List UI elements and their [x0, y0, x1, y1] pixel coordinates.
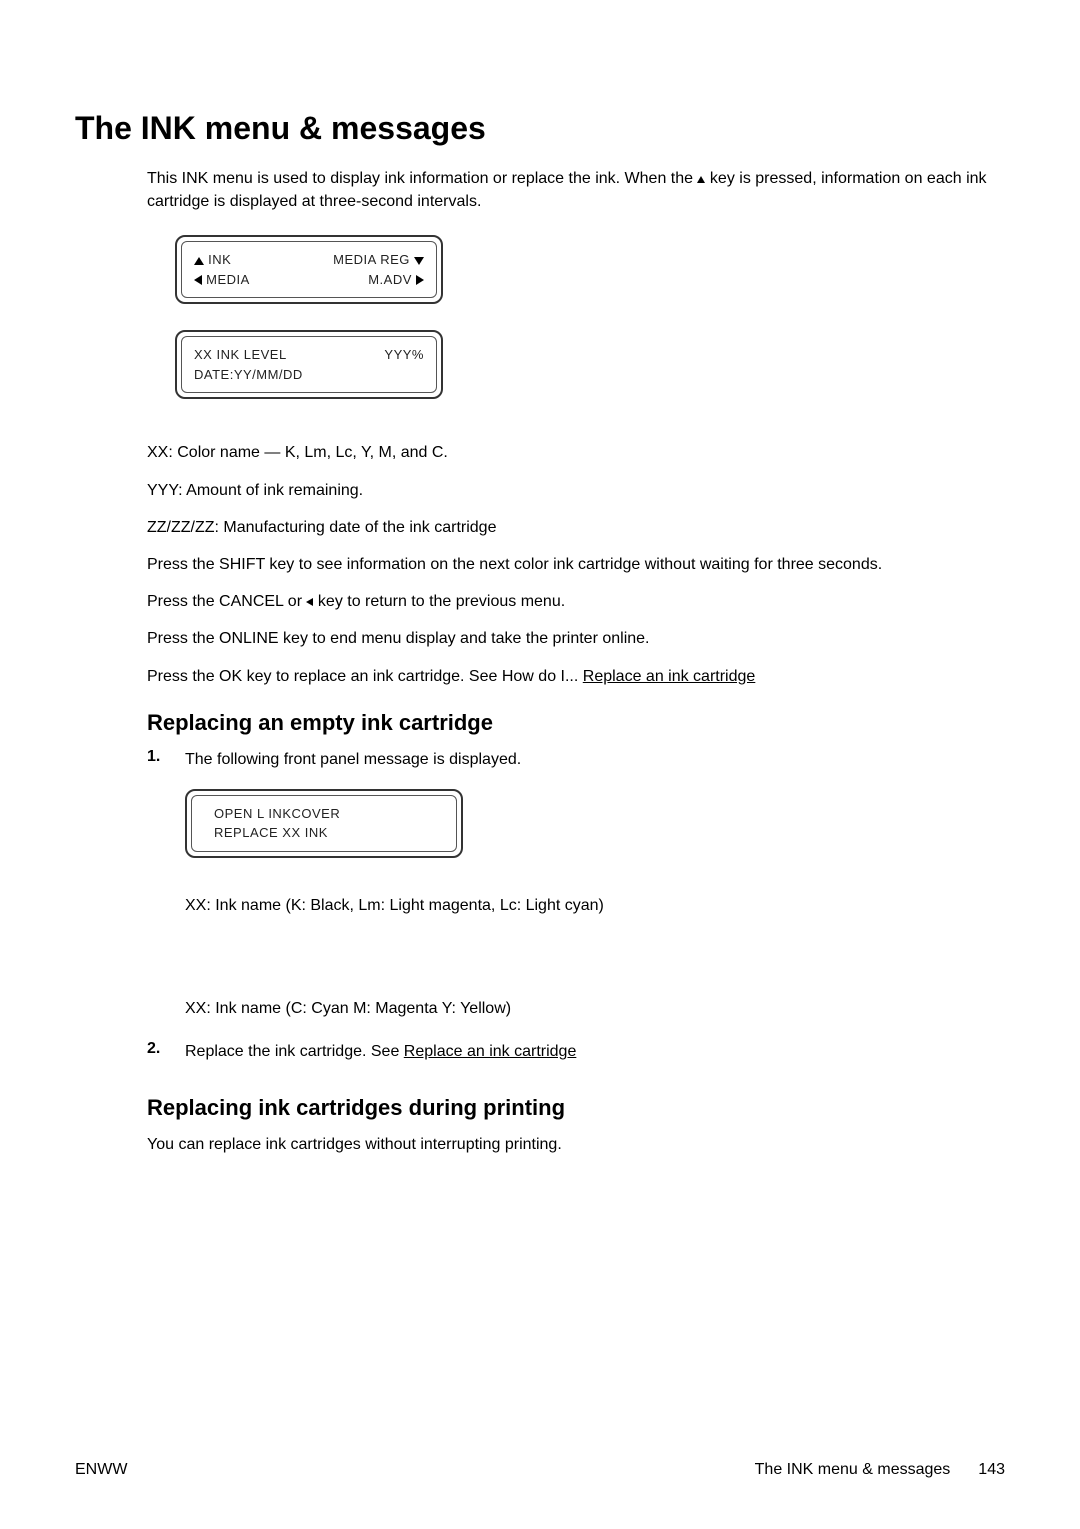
press-cancel: Press the CANCEL or key to return to the… [147, 590, 1005, 613]
intro-text-a: This INK menu is used to display ink inf… [147, 170, 697, 187]
step-number-1: 1. [75, 748, 185, 1031]
lcd2-r1-left: XX INK LEVEL [194, 345, 287, 365]
up-arrow-icon [194, 257, 204, 265]
press-ok: Press the OK key to replace an ink cartr… [147, 665, 1005, 688]
lcd3-r2: REPLACE XX INK [214, 823, 444, 843]
replace-ink-link-2[interactable]: Replace an ink cartridge [404, 1043, 577, 1060]
step1-note2: XX: Ink name (C: Cyan M: Magenta Y: Yell… [185, 997, 1005, 1020]
press-cancel-b: key to return to the previous menu. [313, 593, 565, 610]
intro-paragraph: This INK menu is used to display ink inf… [147, 167, 1005, 213]
footer-page-number: 143 [978, 1461, 1005, 1479]
lcd2-r2-left: DATE:YY/MM/DD [194, 365, 303, 385]
section-during-heading: Replacing ink cartridges during printing [147, 1095, 1005, 1121]
footer-section-title: The INK menu & messages [755, 1461, 951, 1479]
desc-xx: XX: Color name — K, Lm, Lc, Y, M, and C. [147, 441, 1005, 464]
footer-left: ENWW [75, 1461, 127, 1479]
lcd2-r1-right: YYY% [384, 345, 424, 365]
right-arrow-icon [416, 275, 424, 285]
section-empty-heading: Replacing an empty ink cartridge [147, 710, 1005, 736]
lcd-panel-inklevel: XX INK LEVEL YYY% DATE:YY/MM/DD [175, 330, 443, 399]
press-online: Press the ONLINE key to end menu display… [147, 627, 1005, 650]
step-number-2: 2. [75, 1040, 185, 1073]
left-arrow-icon [194, 275, 202, 285]
lcd-panel-menu: INK MEDIA REG MEDIA M.ADV [175, 235, 443, 304]
step2-text: Replace the ink cartridge. See Replace a… [185, 1040, 1005, 1063]
lcd1-r2-right: M.ADV [368, 272, 416, 287]
press-cancel-a: Press the CANCEL or [147, 593, 306, 610]
page-title: The INK menu & messages [75, 110, 1005, 147]
step1-text: The following front panel message is dis… [185, 748, 1005, 771]
lcd-panel-open-cover: OPEN L INKCOVER REPLACE XX INK [185, 789, 463, 858]
lcd3-r1: OPEN L INKCOVER [214, 804, 444, 824]
lcd1-r2-left: MEDIA [202, 272, 250, 287]
press-ok-a: Press the OK key to replace an ink cartr… [147, 668, 583, 685]
desc-zz: ZZ/ZZ/ZZ: Manufacturing date of the ink … [147, 516, 1005, 539]
lcd1-r1-left: INK [204, 252, 231, 267]
step2-a: Replace the ink cartridge. See [185, 1043, 404, 1060]
down-arrow-icon [414, 257, 424, 265]
replace-ink-link[interactable]: Replace an ink cartridge [583, 668, 756, 685]
during-text: You can replace ink cartridges without i… [147, 1133, 1005, 1156]
lcd1-r1-right: MEDIA REG [333, 252, 414, 267]
press-shift: Press the SHIFT key to see information o… [147, 553, 1005, 576]
step1-note1: XX: Ink name (K: Black, Lm: Light magent… [185, 894, 1005, 917]
desc-yyy: YYY: Amount of ink remaining. [147, 479, 1005, 502]
